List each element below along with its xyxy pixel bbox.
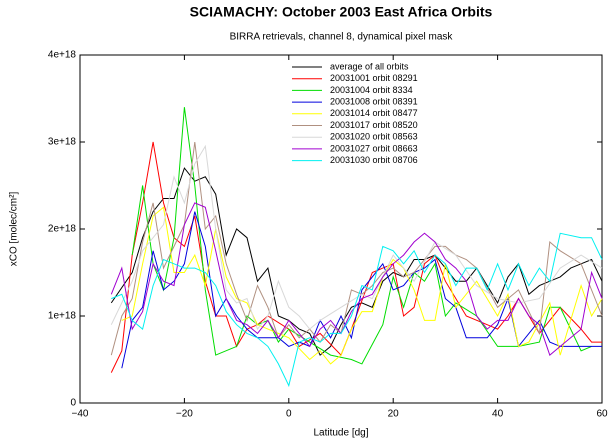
y-tick-label: 0 xyxy=(70,398,76,409)
series-line xyxy=(110,167,603,356)
legend-label: 20031014 orbit 08477 xyxy=(330,108,418,118)
x-tick-label: 0 xyxy=(286,409,292,420)
series-line xyxy=(111,232,603,388)
legend-label: 20031020 orbit 08563 xyxy=(330,132,418,142)
legend-label: 20031030 orbit 08706 xyxy=(330,155,418,165)
legend-label: 20031017 orbit 08520 xyxy=(330,120,418,130)
series-line xyxy=(131,107,592,365)
x-tick-label: 40 xyxy=(492,409,504,420)
legend-label: 20031004 orbit 8334 xyxy=(330,85,413,95)
legend-label: 20031008 orbit 08391 xyxy=(330,96,418,106)
series-line xyxy=(110,141,602,373)
x-tick-label: 20 xyxy=(388,409,400,420)
x-tick-label: −20 xyxy=(176,409,193,420)
x-axis-label: Latitude [dg] xyxy=(313,428,368,439)
legend-label: 20031027 orbit 08663 xyxy=(330,143,418,153)
y-tick-label: 2e+18 xyxy=(48,224,77,235)
series-line xyxy=(110,202,603,356)
x-tick-label: −40 xyxy=(72,409,89,420)
y-tick-label: 4e+18 xyxy=(48,50,77,61)
chart-title: SCIAMACHY: October 2003 East Africa Orbi… xyxy=(190,4,493,20)
series-line xyxy=(110,144,603,331)
y-axis-label: xCO [molec/cm²] xyxy=(9,192,20,267)
y-tick-label: 1e+18 xyxy=(48,311,77,322)
series-line xyxy=(121,211,602,369)
series-line xyxy=(110,141,603,356)
series-line xyxy=(121,206,603,365)
chart-subtitle: BIRRA retrievals, channel 8, dynamical p… xyxy=(230,32,454,43)
x-tick-label: 60 xyxy=(596,409,608,420)
legend-label: average of all orbits xyxy=(330,61,409,71)
y-tick-label: 3e+18 xyxy=(48,137,77,148)
legend-label: 20031001 orbit 08291 xyxy=(330,73,418,83)
